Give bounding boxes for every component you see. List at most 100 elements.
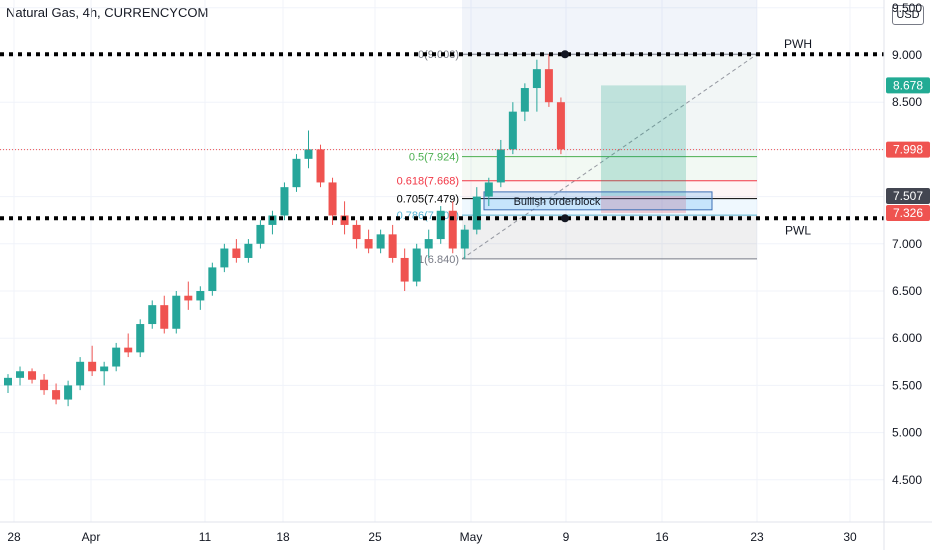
candle [232,239,241,263]
fib-level-label: 0.5(7.924) [409,152,459,164]
price-badge-text: 7.998 [893,143,923,157]
candle-body [256,224,265,244]
fib-level-label: 0.705(7.479) [397,194,459,206]
candle-body [412,248,421,282]
candle [364,229,373,254]
price-badge-bg [886,141,930,158]
fib-trend-line [461,53,758,260]
candle-body [388,234,397,258]
candle [52,383,61,405]
candle [472,187,481,235]
price-badge-target: 8.678 [886,77,930,94]
price-badge-bg [886,187,930,204]
drawings: 0(9.008) 0.5(7.924) 0.618(7.668) 0.705(7.47… [397,0,758,266]
candle [208,262,217,296]
candle [532,59,541,112]
candle [544,54,553,107]
candle-body [304,149,313,159]
candle-body [280,187,289,216]
time-axis: 28 Apr 11 18 25 May 9 16 23 30 [0,521,932,544]
x-tick-label: 11 [199,530,212,544]
price-badge-text: 7.326 [893,206,923,220]
candle [400,248,409,291]
level-label-pwl: PWL [785,223,811,237]
x-tick-label: 30 [843,530,857,544]
fib-zone-0705-0786 [462,198,757,216]
candle [100,361,109,386]
candle-body [16,371,25,378]
candle [196,286,205,310]
candle-body [484,182,493,197]
price-badge-last: 7.998 [886,141,930,158]
level-label-pwh: PWH [784,37,812,51]
price-badge-bg [886,205,930,222]
y-tick-label: 9.500 [892,1,922,15]
x-tick-label: 9 [563,530,570,544]
fib-zone-0786-1 [462,215,757,259]
candle-body [148,305,157,325]
y-tick-label: 5.000 [892,426,922,440]
candle [304,130,313,169]
candle-body [400,257,409,282]
long-position-target-zone [601,85,686,196]
candle [40,374,49,395]
candle-body [316,149,325,183]
fib-level-label: 0(9.008) [418,49,459,61]
candle-body [28,371,37,380]
candle-body [124,347,133,353]
candle-body [364,239,373,249]
candle [28,368,37,384]
candle [64,380,73,407]
candle-body [556,102,565,150]
candle-body [52,390,61,400]
candle [244,239,253,263]
candle [436,206,445,244]
candle [556,97,565,155]
chart-title: Natural Gas, 4h, CURRENCYCOM [6,5,209,20]
candle [256,220,265,249]
candle [124,333,133,358]
x-tick-label: 18 [276,530,290,544]
candle-body [76,361,85,386]
y-tick-label: 6.000 [892,331,922,345]
candle-body [220,248,229,268]
candle [148,300,157,329]
candle [88,345,97,376]
price-badge-text: 7.507 [893,189,923,203]
candle [76,357,85,391]
candle [268,210,277,235]
candle [220,243,229,273]
candle-body [232,248,241,258]
candle [496,139,505,188]
candle [424,229,433,258]
y-tick-label: 6.500 [892,284,922,298]
currency-button[interactable]: USD [892,5,924,25]
candle-body [328,182,337,216]
x-tick-label: May [460,530,483,544]
candle-body [460,229,469,249]
candle-body [520,88,529,112]
levels: PWH PWL [0,37,884,237]
candle-body [136,324,145,353]
candle-body [196,291,205,301]
candle [520,83,529,122]
fib-level-label: 0.618(7.668) [397,176,459,188]
candle-body [244,243,253,258]
candle [292,154,301,192]
candle-body [4,377,12,386]
candle-body [184,295,193,301]
y-tick-label: 8.500 [892,95,922,109]
candle-body [532,69,541,89]
price-badge-entry: 7.507 [886,187,930,204]
candle [184,281,193,310]
fib-extension-zone [462,0,757,55]
level-anchor-point [561,214,569,223]
candle [352,220,361,249]
fib-level-label: 1(6.840) [418,254,459,266]
orderblock-box [483,191,713,211]
candle-body [376,234,385,249]
candle [508,102,517,155]
candle-body [544,69,553,103]
price-badge-bg [886,77,930,94]
